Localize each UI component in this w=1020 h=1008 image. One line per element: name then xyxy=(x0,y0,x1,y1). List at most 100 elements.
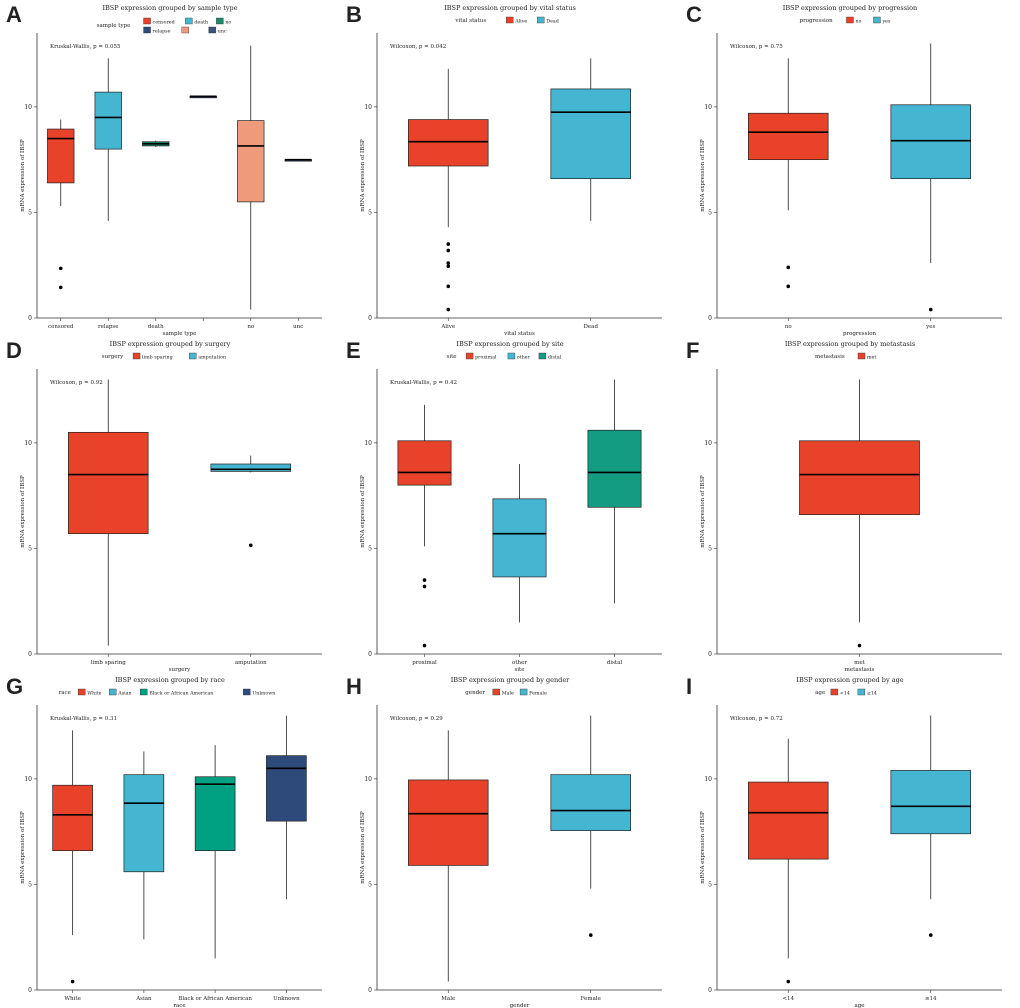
box xyxy=(747,112,829,161)
y-axis-label: mRNA expression of IBSP xyxy=(360,475,366,548)
x-axis-label: gender xyxy=(510,1003,530,1008)
outlier-point xyxy=(422,643,427,648)
outlier-point xyxy=(58,266,63,271)
x-axis-label: vital status xyxy=(503,331,535,336)
outlier-point xyxy=(446,242,451,246)
legend-title: vital status xyxy=(454,18,486,24)
panel-letter: I xyxy=(686,674,692,699)
legend-swatch xyxy=(143,26,151,34)
legend-label: death xyxy=(194,19,208,25)
box xyxy=(890,770,972,835)
chart-title: IBSP expression grouped by age xyxy=(796,676,903,684)
y-tick-label: 0 xyxy=(28,315,32,322)
legend-swatch xyxy=(538,352,547,360)
legend-label: amputation xyxy=(198,354,226,360)
legend-title: progression xyxy=(800,18,834,24)
legend-swatch xyxy=(181,26,189,34)
chart-title: IBSP expression grouped by sample type xyxy=(102,4,237,12)
outlier-point xyxy=(786,979,791,984)
legend-swatch xyxy=(108,688,117,696)
legend-swatch xyxy=(505,16,514,24)
box xyxy=(123,774,165,873)
legend-label: ≥14 xyxy=(867,690,877,696)
x-tick-label: met xyxy=(854,660,865,666)
box xyxy=(237,120,265,203)
legend-swatch xyxy=(185,17,193,25)
stat-annotation: Kruskal-Wallis, p = 0.31 xyxy=(50,716,117,722)
legend-swatch xyxy=(143,17,151,25)
x-tick-label: Alive xyxy=(440,324,455,330)
x-tick-label: <14 xyxy=(782,996,794,1002)
legend-label: met xyxy=(867,354,876,360)
panel-letter: H xyxy=(346,674,362,699)
outlier-point xyxy=(446,261,451,265)
x-axis-label: age xyxy=(854,1003,864,1008)
x-tick-label: death xyxy=(148,324,164,330)
chart-title: IBSP expression grouped by progression xyxy=(783,4,917,12)
stat-annotation: Kruskal-Wallis, p = 0.055 xyxy=(50,44,121,50)
panel-letter: B xyxy=(346,2,362,27)
legend-title: metastasis xyxy=(815,354,845,360)
legend-title: site xyxy=(447,354,457,360)
x-tick-label: unc xyxy=(293,324,303,330)
legend-label: proximal xyxy=(475,354,497,360)
x-tick-label: amputation xyxy=(235,660,267,666)
panel-b-vital-status: B IBSP expression grouped by vital status… xyxy=(346,2,662,336)
y-axis-label: mRNA expression of IBSP xyxy=(20,475,26,548)
y-tick-label: 0 xyxy=(368,987,372,994)
box xyxy=(407,119,489,167)
y-tick-label: 10 xyxy=(24,104,32,111)
chart-title: IBSP expression grouped by site xyxy=(456,340,563,348)
x-tick-label: Female xyxy=(581,996,601,1002)
y-tick-label: 5 xyxy=(708,545,712,552)
y-axis-label: mRNA expression of IBSP xyxy=(360,139,366,212)
box xyxy=(266,755,307,822)
x-axis-label: sample type xyxy=(163,331,197,336)
panel-letter: E xyxy=(346,338,361,363)
legend-label: other xyxy=(517,354,531,360)
stat-annotation: Wilcoxon, p = 0.92 xyxy=(50,380,103,386)
y-tick-label: 5 xyxy=(28,881,32,888)
box xyxy=(890,104,972,180)
box xyxy=(47,128,75,184)
legend-label: limb sparing xyxy=(142,354,173,360)
panel-c-progression: C IBSP expression grouped by progression p… xyxy=(686,2,1002,336)
panel-letter: C xyxy=(686,2,702,27)
legend-swatch xyxy=(465,352,474,360)
box xyxy=(492,498,547,578)
legend-swatch xyxy=(77,688,86,696)
legend-swatch xyxy=(857,688,866,696)
y-tick-label: 0 xyxy=(28,651,32,658)
x-tick-label: limb sparing xyxy=(91,660,127,666)
legend-swatch xyxy=(519,688,528,696)
outlier-point xyxy=(58,285,63,290)
y-tick-label: 0 xyxy=(708,651,712,658)
legend-label: censored xyxy=(153,19,175,25)
box xyxy=(94,91,122,150)
legend-swatch xyxy=(189,352,197,360)
panel-g-race: G IBSP expression grouped by race race Whit… xyxy=(6,674,322,1008)
x-tick-label: no xyxy=(785,324,793,330)
x-tick-label: White xyxy=(64,996,80,1002)
y-tick-label: 10 xyxy=(704,104,712,111)
legend-title: gender xyxy=(465,690,485,696)
y-tick-label: 5 xyxy=(708,881,712,888)
box xyxy=(52,784,93,852)
x-tick-label: yes xyxy=(925,324,935,330)
panel-letter: A xyxy=(6,2,22,27)
stat-annotation: Wilcoxon, p = 0.72 xyxy=(730,716,783,722)
legend-label: Unknown xyxy=(252,690,275,696)
legend-label: Alive xyxy=(514,18,527,24)
legend-label: White xyxy=(87,690,101,696)
panel-letter: F xyxy=(686,338,699,363)
chart-title: IBSP expression grouped by metastasis xyxy=(785,340,915,348)
x-tick-label: Unknown xyxy=(273,996,300,1002)
panel-a-sample-type: A IBSP expression grouped by sample type s… xyxy=(6,2,322,336)
x-axis-label: race xyxy=(173,1003,185,1008)
legend-swatch xyxy=(830,688,839,696)
legend-title: race xyxy=(59,690,71,696)
outlier-point xyxy=(70,979,75,984)
panel-h-gender: H IBSP expression grouped by gender gender… xyxy=(346,674,662,1008)
chart-title: IBSP expression grouped by vital status xyxy=(444,4,576,12)
